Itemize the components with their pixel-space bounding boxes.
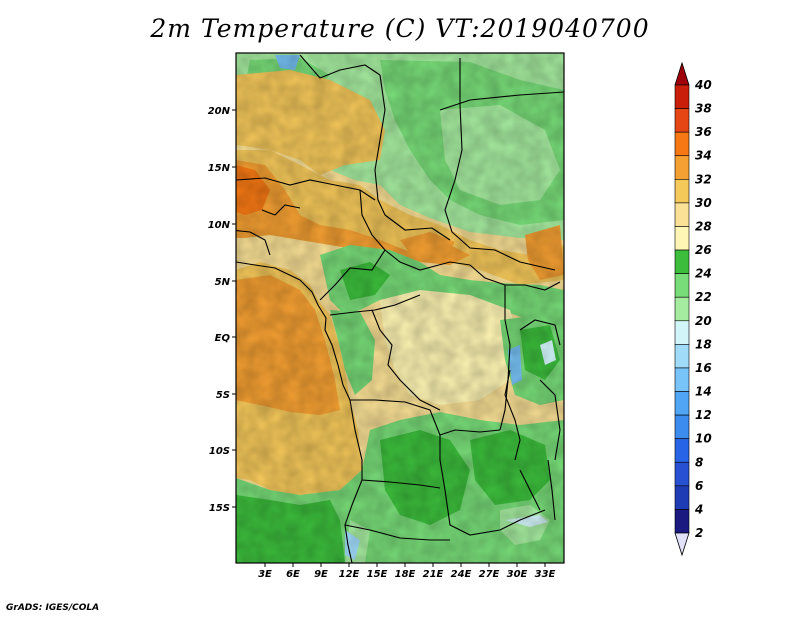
colorbar-label: 2: [695, 526, 703, 540]
colorbar-segment: [674, 438, 690, 463]
colorbar-label: 22: [695, 290, 712, 304]
colorbar-segment: [674, 485, 690, 510]
colorbar-label: 38: [695, 102, 712, 116]
colorbar-segment: [674, 84, 690, 109]
colorbar-segment: [674, 249, 690, 274]
colorbar-segment: [674, 179, 690, 204]
colorbar-segment: [674, 414, 690, 439]
colorbar-segment: [674, 509, 690, 534]
map-title: 2m Temperature (C) VT:2019040700: [150, 14, 650, 43]
lon-label: 21E: [423, 569, 444, 580]
colorbar-label: 6: [695, 479, 703, 493]
country-borders: [236, 54, 564, 563]
latitude-axis: 20N 15N 10N 5N EQ 5S 10S 15S: [208, 106, 236, 514]
colorbar-label: 40: [694, 78, 712, 92]
colorbar-segment: [674, 391, 690, 416]
colorbar-segment: [674, 226, 690, 251]
colorbar-label: 18: [695, 337, 712, 351]
colorbar-label: 26: [695, 243, 712, 257]
colorbar-label: 14: [695, 385, 712, 399]
colorbar-label: 10: [695, 432, 712, 446]
colorbar-segment: [674, 344, 690, 369]
colorbar-segment: [674, 202, 690, 227]
colorbar-label: 34: [695, 149, 712, 163]
colorbar-label: 4: [694, 502, 703, 516]
colorbar-label: 32: [695, 172, 712, 186]
colorbar-label: 28: [695, 219, 712, 233]
colorbar-label: 20: [695, 314, 712, 328]
lat-label: EQ: [215, 333, 231, 344]
lat-label: 10N: [208, 220, 231, 231]
colorbar-segment: [674, 131, 690, 157]
colorbar-label: 30: [695, 196, 712, 210]
lat-label: 5S: [216, 390, 230, 401]
lat-label: 10S: [209, 446, 230, 457]
lon-label: 27E: [479, 569, 500, 580]
temperature-field: [236, 53, 564, 563]
colorbar-label: 8: [695, 455, 703, 469]
colorbar-under-arrow: [674, 532, 690, 557]
colorbar-segment: [674, 155, 690, 180]
lon-label: 12E: [339, 569, 360, 580]
lat-label: 15N: [208, 163, 231, 174]
colorbar-label: 24: [695, 267, 712, 281]
lon-label: 15E: [367, 569, 388, 580]
lon-label: 18E: [395, 569, 416, 580]
colorbar-segment: [674, 108, 690, 133]
colorbar-label: 12: [695, 408, 712, 422]
lon-label: 33E: [535, 569, 556, 580]
lat-label: 20N: [208, 106, 231, 117]
lat-label: 5N: [215, 277, 231, 288]
color-scale-bar: 40 38 36 34 32 30 28 26 24 22 20 18 16 14 12 10 8 6 4 2: [674, 61, 712, 557]
lat-label: 15S: [209, 503, 230, 514]
lon-label: 30E: [507, 569, 528, 580]
colorbar-segment: [674, 273, 690, 298]
grads-credit: GrADS: IGES/COLA: [6, 603, 100, 613]
longitude-axis: 3E 6E 9E 12E 15E 18E 21E 24E 27E 30E 33E: [258, 563, 556, 580]
colorbar-segment: [674, 367, 690, 392]
colorbar-segment: [674, 320, 690, 345]
map-frame: [235, 52, 565, 564]
lon-label: 9E: [314, 569, 328, 580]
lon-label: 24E: [451, 569, 472, 580]
colorbar-label: 16: [695, 361, 712, 375]
colorbar-over-arrow: [674, 61, 690, 86]
colorbar-segment: [674, 296, 690, 322]
lon-label: 3E: [258, 569, 272, 580]
lon-label: 6E: [286, 569, 300, 580]
colorbar-label: 36: [695, 125, 712, 139]
colorbar-segment: [674, 461, 690, 487]
